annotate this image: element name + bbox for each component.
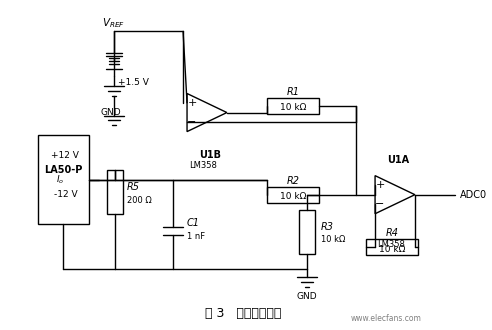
Bar xyxy=(107,170,123,215)
Text: 10 kΩ: 10 kΩ xyxy=(280,103,306,112)
Text: -12 V: -12 V xyxy=(54,190,77,199)
Text: U1A: U1A xyxy=(387,155,409,165)
Text: U1B: U1B xyxy=(199,150,221,160)
Text: −: − xyxy=(375,199,385,210)
Text: +: + xyxy=(375,180,385,190)
Text: LM358: LM358 xyxy=(377,240,405,249)
Bar xyxy=(267,98,319,114)
Text: 10 kΩ: 10 kΩ xyxy=(280,192,306,201)
Text: 图 3   电平移位电路: 图 3 电平移位电路 xyxy=(205,307,281,320)
Text: $I_o$: $I_o$ xyxy=(56,174,64,186)
Text: 200 Ω: 200 Ω xyxy=(126,196,152,205)
Bar xyxy=(366,239,418,255)
Bar xyxy=(267,187,319,203)
Polygon shape xyxy=(375,176,415,214)
Text: +12 V: +12 V xyxy=(51,150,79,160)
Text: R4: R4 xyxy=(385,228,399,238)
Text: R3: R3 xyxy=(321,222,334,232)
Text: C1: C1 xyxy=(187,218,200,228)
Text: LM358: LM358 xyxy=(189,160,217,170)
Text: R1: R1 xyxy=(286,87,300,97)
Text: +: + xyxy=(187,98,197,108)
Text: R2: R2 xyxy=(286,176,300,186)
Text: +1.5 V: +1.5 V xyxy=(118,78,149,87)
Text: 10 kΩ: 10 kΩ xyxy=(321,235,345,244)
Polygon shape xyxy=(187,93,227,132)
Text: −: − xyxy=(187,117,197,127)
Text: 10 kΩ: 10 kΩ xyxy=(379,245,405,254)
Bar xyxy=(37,135,89,224)
Text: GND: GND xyxy=(297,292,317,301)
Text: 1 nF: 1 nF xyxy=(187,232,205,241)
Bar xyxy=(299,210,315,254)
Text: GND: GND xyxy=(100,108,121,117)
Text: LA50-P: LA50-P xyxy=(44,165,83,175)
Text: www.elecfans.com: www.elecfans.com xyxy=(350,314,421,323)
Text: ADC0: ADC0 xyxy=(460,190,487,200)
Text: R5: R5 xyxy=(126,182,140,192)
Text: $V_{REF}$: $V_{REF}$ xyxy=(102,16,125,30)
